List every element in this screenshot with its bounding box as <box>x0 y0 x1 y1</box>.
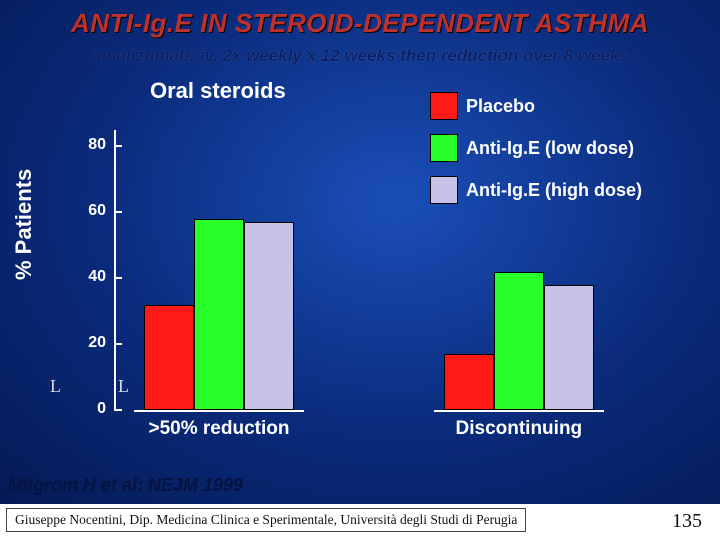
slide-subtitle: omalizumab: iv. 2x weekly x 12 weeks the… <box>0 46 720 66</box>
legend-swatch <box>430 92 458 120</box>
x-baseline <box>134 410 304 412</box>
y-tick <box>114 277 122 279</box>
x-category-label: Discontinuing <box>456 418 583 440</box>
legend-label: Anti-Ig.E (low dose) <box>466 138 634 159</box>
legend-swatch <box>430 176 458 204</box>
legend: Placebo Anti-Ig.E (low dose) Anti-Ig.E (hi… <box>430 92 642 218</box>
legend-item: Placebo <box>430 92 642 120</box>
legend-label: Placebo <box>466 96 535 117</box>
bar <box>444 354 494 410</box>
legend-item: Anti-Ig.E (low dose) <box>430 134 642 162</box>
x-category-label: >50% reduction <box>149 418 290 440</box>
bar <box>544 285 594 410</box>
citation: Milgrom H et al: NEJM 1999 <box>8 475 243 496</box>
y-tick-label: 0 <box>76 400 106 418</box>
y-tick <box>114 343 122 345</box>
slide: ANTI-Ig.E IN STEROID-DEPENDENT ASTHMA om… <box>0 0 720 504</box>
y-tick-label: 20 <box>76 334 106 352</box>
legend-label: Anti-Ig.E (high dose) <box>466 180 642 201</box>
bar <box>194 219 244 410</box>
y-tick-label: 40 <box>76 268 106 286</box>
footer-credit: Giuseppe Nocentini, Dip. Medicina Clinic… <box>6 508 526 532</box>
y-axis-label: % Patients <box>11 169 37 280</box>
stray-glyph: L <box>118 376 129 397</box>
slide-title: ANTI-Ig.E IN STEROID-DEPENDENT ASTHMA <box>0 8 720 39</box>
y-tick-label: 80 <box>76 136 106 154</box>
y-axis <box>114 130 116 410</box>
y-tick <box>114 409 122 411</box>
footer: Giuseppe Nocentini, Dip. Medicina Clinic… <box>0 504 720 540</box>
y-tick <box>114 211 122 213</box>
legend-swatch <box>430 134 458 162</box>
stray-glyph: L <box>50 376 61 397</box>
legend-item: Anti-Ig.E (high dose) <box>430 176 642 204</box>
y-tick-label: 60 <box>76 202 106 220</box>
page-number: 135 <box>672 510 702 533</box>
bar <box>144 305 194 410</box>
x-baseline <box>434 410 604 412</box>
bar <box>244 222 294 410</box>
bar <box>494 272 544 410</box>
chart-title: Oral steroids <box>150 78 286 104</box>
y-tick <box>114 145 122 147</box>
